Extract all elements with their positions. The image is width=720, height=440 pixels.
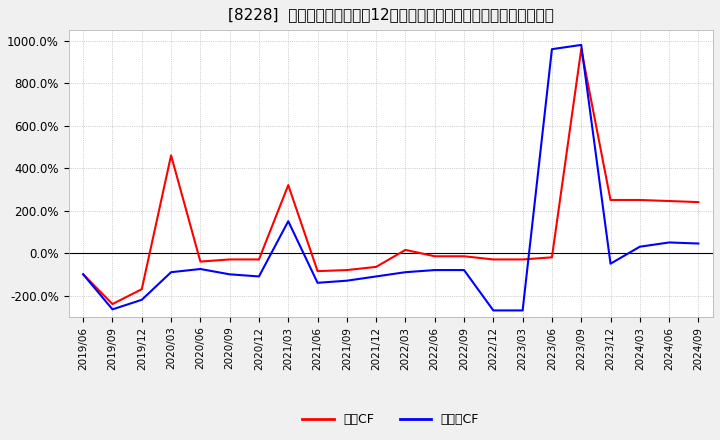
フリーCF: [577, 42, 585, 48]
フリーCF: [79, 271, 88, 277]
フリーCF: [343, 278, 351, 283]
営業CF: [343, 268, 351, 273]
フリーCF: [489, 308, 498, 313]
営業CF: [372, 264, 380, 270]
フリーCF: [138, 297, 146, 302]
フリーCF: [401, 270, 410, 275]
フリーCF: [196, 266, 204, 271]
営業CF: [138, 286, 146, 292]
フリーCF: [518, 308, 527, 313]
フリーCF: [372, 274, 380, 279]
フリーCF: [313, 280, 322, 286]
営業CF: [284, 183, 292, 188]
Line: フリーCF: フリーCF: [84, 45, 698, 311]
営業CF: [606, 197, 615, 202]
営業CF: [108, 301, 117, 307]
Line: 営業CF: 営業CF: [84, 49, 698, 304]
フリーCF: [548, 47, 557, 52]
フリーCF: [108, 307, 117, 312]
営業CF: [665, 198, 673, 204]
フリーCF: [459, 268, 468, 273]
営業CF: [401, 247, 410, 253]
営業CF: [489, 257, 498, 262]
フリーCF: [255, 274, 264, 279]
フリーCF: [694, 241, 703, 246]
営業CF: [255, 257, 264, 262]
フリーCF: [636, 244, 644, 249]
営業CF: [313, 268, 322, 274]
Title: [8228]  キャッシュフローの12か月移動合計の対前年同期増減率の推移: [8228] キャッシュフローの12か月移動合計の対前年同期増減率の推移: [228, 7, 554, 22]
営業CF: [548, 255, 557, 260]
営業CF: [694, 199, 703, 205]
フリーCF: [225, 271, 234, 277]
フリーCF: [167, 270, 176, 275]
営業CF: [636, 197, 644, 202]
営業CF: [196, 259, 204, 264]
営業CF: [79, 271, 88, 277]
Legend: 営業CF, フリーCF: 営業CF, フリーCF: [297, 408, 484, 431]
フリーCF: [665, 240, 673, 245]
営業CF: [225, 257, 234, 262]
営業CF: [577, 47, 585, 52]
フリーCF: [431, 268, 439, 273]
営業CF: [167, 153, 176, 158]
フリーCF: [606, 261, 615, 266]
営業CF: [459, 253, 468, 259]
営業CF: [431, 253, 439, 259]
営業CF: [518, 257, 527, 262]
フリーCF: [284, 219, 292, 224]
